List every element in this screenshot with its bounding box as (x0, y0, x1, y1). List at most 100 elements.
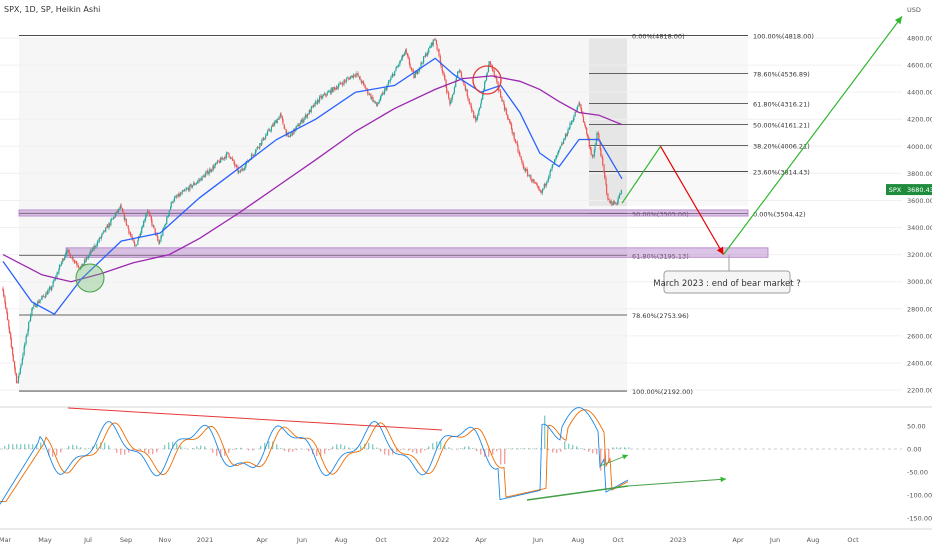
candle-body (130, 234, 131, 236)
time-tick: Mar (0, 536, 11, 544)
candle-body (9, 327, 10, 333)
candle-body (300, 122, 301, 124)
candle-body (608, 199, 609, 200)
candle-body (148, 211, 149, 212)
osc-histogram-bar (412, 449, 413, 452)
time-tick: Apr (732, 536, 744, 544)
candle-body (484, 82, 485, 90)
candle-body (153, 225, 154, 228)
candle-body (240, 171, 241, 172)
candle-body (90, 251, 91, 254)
osc-histogram-bar (476, 449, 477, 451)
candle-body (65, 254, 66, 257)
candle-body (327, 92, 328, 95)
candle-body (124, 219, 125, 220)
candle-body (569, 123, 570, 128)
osc-histogram-bar (616, 447, 617, 449)
candle-body (371, 97, 372, 98)
candle-body (571, 121, 572, 123)
candle-body (265, 136, 266, 139)
candle-body (429, 47, 430, 48)
fib-long-label: 78.60%(2753.96) (632, 312, 689, 320)
candle-body (546, 182, 547, 184)
candle-body (510, 122, 511, 124)
osc-histogram-bar (116, 449, 117, 453)
candle-body (500, 91, 501, 97)
osc-histogram-bar (464, 447, 465, 449)
candle-body (485, 80, 486, 82)
osc-histogram-bar (200, 446, 201, 449)
candle-body (427, 53, 428, 56)
candle-body (47, 291, 48, 295)
osc-histogram-bar (80, 447, 81, 449)
time-tick: May (38, 536, 52, 544)
osc-histogram-bar (560, 449, 561, 452)
candle-body (313, 105, 314, 106)
candle-body (166, 217, 167, 224)
osc-histogram-bar (380, 449, 381, 452)
buy-zone-circle (76, 264, 104, 292)
candle-body (69, 251, 70, 254)
candle-body (24, 343, 25, 346)
candle-body (201, 176, 202, 181)
candle-body (53, 281, 54, 282)
candle-body (190, 185, 191, 186)
candle-body (182, 192, 183, 194)
osc-histogram-bar (196, 446, 197, 449)
fib-long-label: 100.00%(2192.00) (632, 388, 693, 396)
price-tick: 3200.00 (907, 251, 932, 259)
candle-body (519, 153, 520, 156)
osc-histogram-bar (236, 448, 237, 449)
candle-body (379, 101, 380, 103)
candle-body (340, 83, 341, 84)
candle-body (541, 191, 542, 193)
candle-body (369, 94, 370, 95)
candle-body (398, 65, 399, 66)
candle-body (563, 140, 564, 144)
candle-body (566, 134, 567, 136)
candle-body (126, 219, 127, 225)
candle-body (363, 83, 364, 85)
last-price-label: 3680.43 (907, 186, 932, 194)
candle-body (109, 223, 110, 225)
osc-histogram-bar (148, 449, 149, 454)
osc-histogram-bar (528, 448, 529, 449)
candle-body (342, 84, 343, 85)
candle-body (593, 156, 594, 157)
candle-body (525, 169, 526, 171)
candle-body (527, 171, 528, 176)
osc-histogram-bar (176, 443, 177, 449)
time-tick: Jun (296, 536, 307, 544)
candle-body (11, 339, 12, 347)
candle-body (157, 236, 158, 240)
candle-body (209, 169, 210, 172)
osc-tick: -100.00 (907, 492, 932, 500)
time-tick: 2022 (433, 536, 450, 544)
osc-histogram-bar (612, 447, 613, 449)
candle-body (406, 50, 407, 53)
candle-body (573, 117, 574, 120)
candle-body (621, 190, 622, 194)
osc-histogram-bar (568, 444, 569, 449)
candle-body (159, 241, 160, 243)
candle-body (415, 74, 416, 78)
osc-histogram-bar (492, 449, 493, 455)
candle-body (494, 70, 495, 74)
candle-body (479, 108, 480, 110)
candle-body (232, 159, 233, 160)
candle-body (539, 188, 540, 190)
candle-body (146, 214, 147, 217)
price-tick: 4600.00 (907, 62, 932, 70)
osc-histogram-bar (376, 448, 377, 449)
candle-body (12, 347, 13, 355)
candle-body (213, 166, 214, 168)
candle-body (594, 145, 595, 150)
candle-body (413, 73, 414, 78)
candle-body (299, 125, 300, 127)
candle-body (257, 147, 258, 148)
candle-body (32, 307, 33, 308)
osc-histogram-bar (152, 449, 153, 454)
candle-body (174, 198, 175, 201)
osc-histogram-bar (76, 446, 77, 449)
